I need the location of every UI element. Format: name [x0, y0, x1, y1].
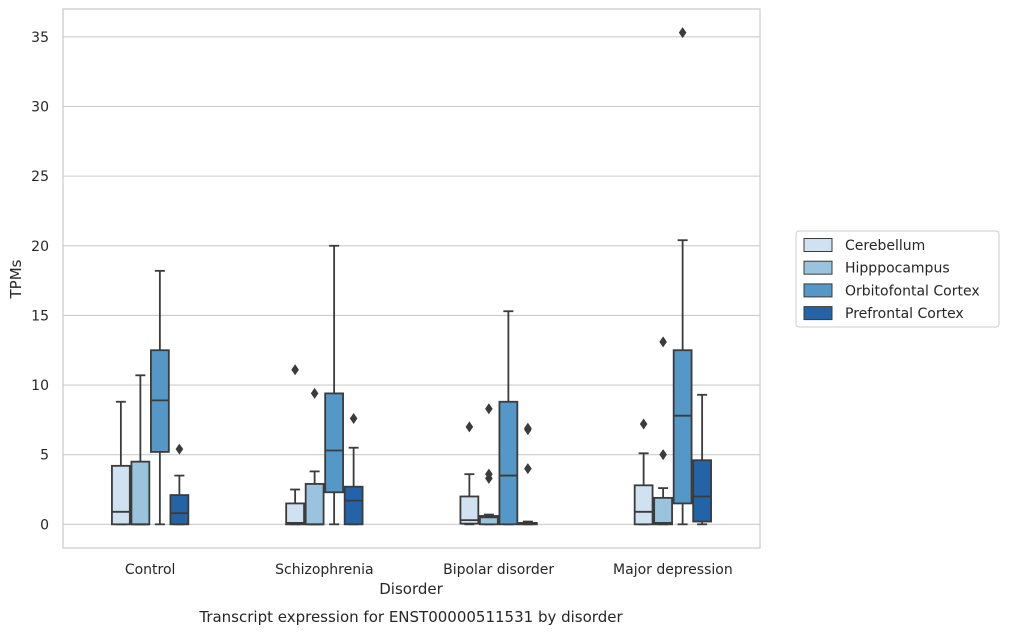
legend-swatch	[803, 283, 833, 298]
box-iqr	[111, 464, 131, 526]
y-tick-label: 10	[31, 378, 49, 394]
box-cerebellum	[459, 421, 480, 526]
box-iqr	[130, 460, 151, 526]
box-prefrontal-cortex	[692, 393, 712, 526]
x-tick-labels: Control Schizophrenia Bipolar disorder Majo…	[125, 562, 733, 578]
outlier-point	[659, 449, 667, 461]
outlier-point	[485, 468, 493, 480]
box-iqr	[479, 515, 499, 526]
x-tick-label: Bipolar disorder	[443, 562, 554, 578]
x-tick-label: Control	[125, 562, 176, 578]
y-tick-labels: 0 5 10 15 20 25 30 35	[31, 30, 49, 533]
y-axis-title: TPMs	[7, 259, 25, 299]
outlier-point	[485, 403, 493, 415]
box-iqr	[324, 392, 344, 494]
box-iqr	[692, 459, 712, 523]
outlier-point	[349, 412, 358, 424]
figure-caption: Transcript expression for ENST0000051153…	[198, 608, 623, 626]
y-tick-label: 0	[40, 517, 49, 533]
y-tick-label: 15	[31, 308, 49, 324]
legend-label: Prefrontal Cortex	[845, 306, 964, 322]
box-prefrontal-cortex	[518, 422, 538, 526]
x-tick-label: Schizophrenia	[275, 562, 373, 578]
box-iqr	[304, 483, 325, 526]
box-iqr	[285, 502, 305, 526]
box-hipppocampus	[304, 387, 325, 526]
legend-swatch	[803, 238, 833, 252]
box-iqr	[672, 349, 693, 505]
outlier-point	[291, 364, 299, 376]
legend-swatch	[803, 260, 833, 275]
legend-frame	[795, 230, 1000, 328]
box-series	[111, 27, 712, 526]
legend-label: Hipppocampus	[845, 261, 950, 277]
box-prefrontal-cortex	[343, 412, 364, 526]
legend-label: Orbitofontal Cortex	[845, 283, 980, 299]
y-tick-label: 25	[31, 169, 49, 185]
box-orbitofontal-cortex	[672, 27, 693, 526]
box-hipppocampus	[479, 403, 499, 526]
box-hipppocampus	[653, 336, 673, 526]
box-cerebellum	[111, 400, 131, 526]
outlier-point	[678, 27, 687, 39]
outlier-point	[175, 443, 184, 455]
box-orbitofontal-cortex	[324, 244, 344, 526]
x-tick-label: Major depression	[613, 562, 733, 578]
y-tick-label: 30	[31, 99, 49, 115]
plot-area-frame	[62, 8, 761, 549]
outlier-point	[524, 463, 532, 475]
legend-swatch	[803, 306, 833, 321]
outlier-point	[659, 336, 667, 348]
box-iqr	[498, 400, 519, 526]
box-iqr	[343, 485, 364, 526]
x-axis-title: Disorder	[379, 580, 443, 598]
legend-label: Cerebellum	[845, 238, 925, 254]
box-cerebellum	[285, 364, 305, 526]
box-iqr	[653, 496, 673, 526]
legend: Cerebellum Hipppocampus Orbitofontal Corte…	[795, 230, 1000, 328]
outlier-point	[524, 422, 532, 434]
outlier-point	[310, 387, 319, 399]
outlier-point	[465, 421, 474, 433]
y-tick-label: 20	[31, 239, 49, 255]
box-prefrontal-cortex	[169, 443, 190, 526]
box-hipppocampus	[130, 374, 151, 526]
box-iqr	[459, 495, 480, 525]
outlier-point	[639, 418, 648, 430]
box-orbitofontal-cortex	[498, 310, 519, 526]
grid-lines	[63, 36, 760, 525]
y-tick-label: 35	[31, 30, 49, 46]
box-orbitofontal-cortex	[150, 269, 170, 526]
box-iqr	[633, 484, 654, 526]
box-iqr	[169, 494, 190, 526]
box-cerebellum	[633, 418, 654, 526]
y-tick-label: 5	[40, 448, 49, 464]
